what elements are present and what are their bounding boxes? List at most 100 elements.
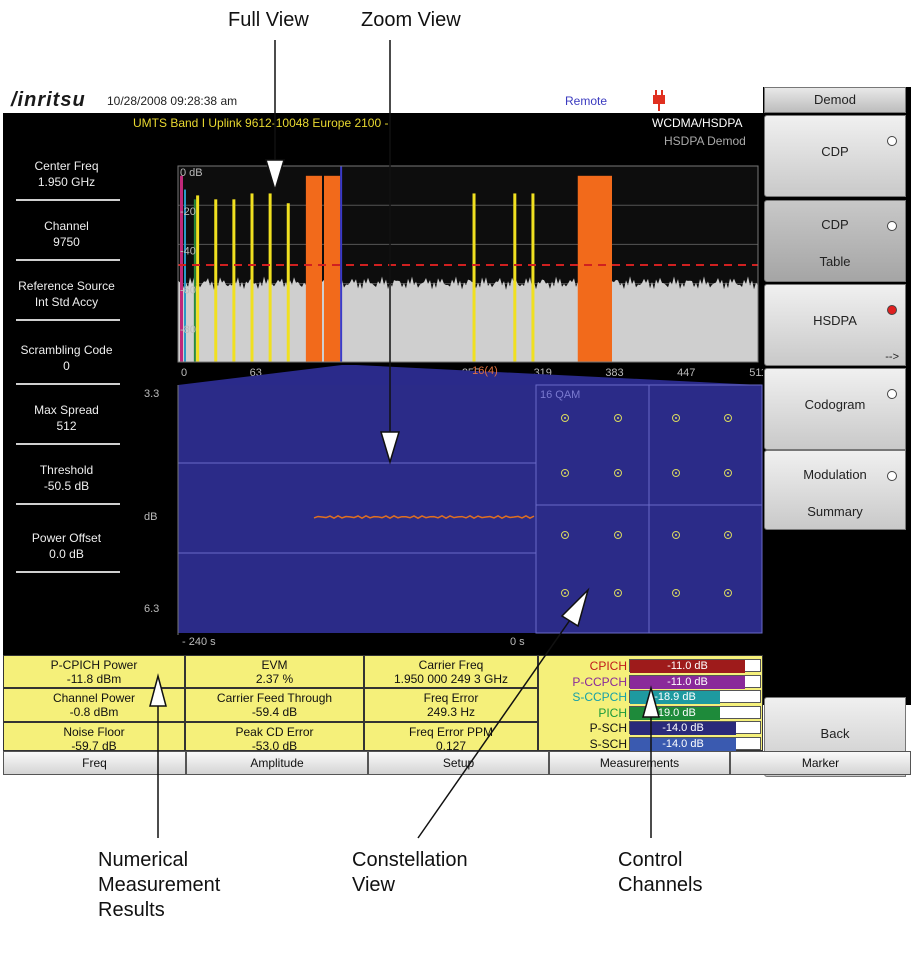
constellation-point-center <box>617 534 619 536</box>
measurement-cell: Noise Floor -59.7 dB <box>3 722 185 753</box>
remote-status: Remote <box>565 94 608 108</box>
param-6: Power Offset 0.0 dB <box>3 530 130 562</box>
y-tick-label: -20 <box>180 206 196 218</box>
measurement-label: Noise Floor <box>63 725 125 739</box>
datetime: 10/28/2008 09:28:38 am <box>107 94 238 108</box>
param-divider <box>16 199 120 201</box>
measurement-value: -11.8 dBm <box>66 672 122 686</box>
zoom-plot-area <box>178 385 536 633</box>
param-value: -50.5 dB <box>43 479 90 493</box>
measurement-cell: Freq Error 249.3 Hz <box>364 688 538 722</box>
constellation-label: 16 QAM <box>540 389 580 401</box>
param-label: Power Offset <box>31 531 102 545</box>
channel-bar: -14.0 dB <box>630 722 736 735</box>
constellation-point <box>724 589 732 597</box>
code-bar-orange <box>324 175 341 362</box>
callout-control: Control Channels <box>618 849 703 896</box>
constellation-point-center <box>675 534 677 536</box>
measurement-label: Channel Power <box>52 691 136 705</box>
code-bar-green <box>193 199 196 362</box>
constellation-point <box>672 414 680 422</box>
constellation-point-center <box>564 472 566 474</box>
menu-amplitude[interactable]: Amplitude <box>186 751 368 775</box>
callout-constellation: Constellation View <box>352 849 468 896</box>
param-label: Scrambling Code <box>20 343 113 357</box>
measurement-label: EVM <box>261 658 288 672</box>
constellation-point-center <box>564 592 566 594</box>
measurement-cell: Carrier Freq 1.950 000 249 3 GHz <box>364 655 538 688</box>
measurement-value: 249.3 Hz <box>426 705 476 719</box>
measurement-value: -59.4 dB <box>251 705 298 719</box>
softkey-4[interactable]: Modulation Summary <box>764 450 906 530</box>
channel-bar: -19.0 dB <box>630 706 720 720</box>
softkey-0[interactable]: CDP <box>764 115 906 197</box>
menu-title: Demod <box>764 87 906 113</box>
channel-name: P-CCPCH <box>572 674 627 689</box>
constellation-point-center <box>727 592 729 594</box>
band-label: UMTS Band I Uplink 9612-10048 Europe 210… <box>133 116 389 130</box>
code-bar-orange <box>577 175 612 362</box>
callout-full-view: Full View <box>228 9 309 31</box>
title-bar: /inritsu 10/28/2008 09:28:38 am Remote <box>3 87 763 113</box>
measurement-value: 2.37 % <box>255 672 294 686</box>
menu-freq[interactable]: Freq <box>3 751 186 775</box>
param-value: Int Std Accy <box>34 295 99 309</box>
constellation-point <box>672 531 680 539</box>
menu-measurements[interactable]: Measurements <box>549 751 730 775</box>
softkey-label: Codogram <box>804 397 866 412</box>
softkey-3[interactable]: Codogram <box>764 368 906 450</box>
softkey-label: CDP <box>821 144 849 159</box>
softkey-sublabel: Table <box>819 254 851 269</box>
channel-bar: -11.0 dB <box>630 660 745 673</box>
param-4: Max Spread 512 <box>3 402 130 434</box>
code-bar-yellow <box>513 193 517 362</box>
constellation-point-center <box>727 534 729 536</box>
code-bar-yellow <box>196 195 200 362</box>
constellation-point <box>614 469 622 477</box>
code-bar-yellow <box>214 199 218 362</box>
constellation-point <box>672 469 680 477</box>
code-bar-cyan <box>184 189 186 362</box>
measurement-value: -59.7 dB <box>71 739 117 753</box>
zoom-x-start: - 240 s <box>182 636 216 648</box>
evm-trace <box>313 514 535 520</box>
callout-numerical: Numerical Measurement Results <box>98 849 221 921</box>
constellation-point-center <box>675 417 677 419</box>
param-value: 1.950 GHz <box>37 175 96 189</box>
zoom-y-label: dB <box>144 511 157 523</box>
param-0: Center Freq 1.950 GHz <box>3 158 130 190</box>
measurement-label: Carrier Feed Through <box>216 691 333 705</box>
constellation-point-center <box>564 534 566 536</box>
measurement-label: Peak CD Error <box>235 725 314 739</box>
softkey-label: HSDPA <box>813 313 857 328</box>
constellation-point-center <box>727 472 729 474</box>
radio-indicator-icon <box>887 389 897 399</box>
menu-setup[interactable]: Setup <box>368 751 549 775</box>
y-tick-label: -40 <box>180 245 196 257</box>
param-value: 0 <box>63 359 70 373</box>
param-label: Center Freq <box>34 159 99 173</box>
constellation-point <box>614 589 622 597</box>
constellation-point-center <box>564 417 566 419</box>
constellation-point <box>724 414 732 422</box>
softkey-1[interactable]: CDP Table <box>764 200 906 282</box>
menu-marker[interactable]: Marker <box>730 751 911 775</box>
param-1: Channel 9750 <box>3 218 130 250</box>
measurement-cell: Peak CD Error -53.0 dB <box>185 722 364 753</box>
softkey-label: CDP <box>821 217 849 232</box>
zoom-trapezoid <box>178 365 760 385</box>
y-tick-label: -80 <box>180 324 196 336</box>
zoom-y-label: 3.3 <box>144 388 159 400</box>
softkey-2[interactable]: HSDPA --> <box>764 284 906 366</box>
zoom-x-end: 0 s <box>510 636 525 648</box>
param-value: 512 <box>56 419 77 433</box>
mode-label: HSDPA Demod <box>664 134 746 148</box>
constellation-point <box>614 414 622 422</box>
constellation-point <box>561 531 569 539</box>
param-2: Reference Source Int Std Accy <box>3 278 130 310</box>
measurement-label: P-CPICH Power <box>50 658 138 672</box>
channel-name: S-SCH <box>589 736 627 751</box>
zoom-y-label: 6.3 <box>144 603 159 615</box>
param-3: Scrambling Code 0 <box>3 342 130 374</box>
zoom-view-chart: 16(4) 3.3 dB 6.3 - 240 s 0 s 16 QAM <box>144 365 763 648</box>
